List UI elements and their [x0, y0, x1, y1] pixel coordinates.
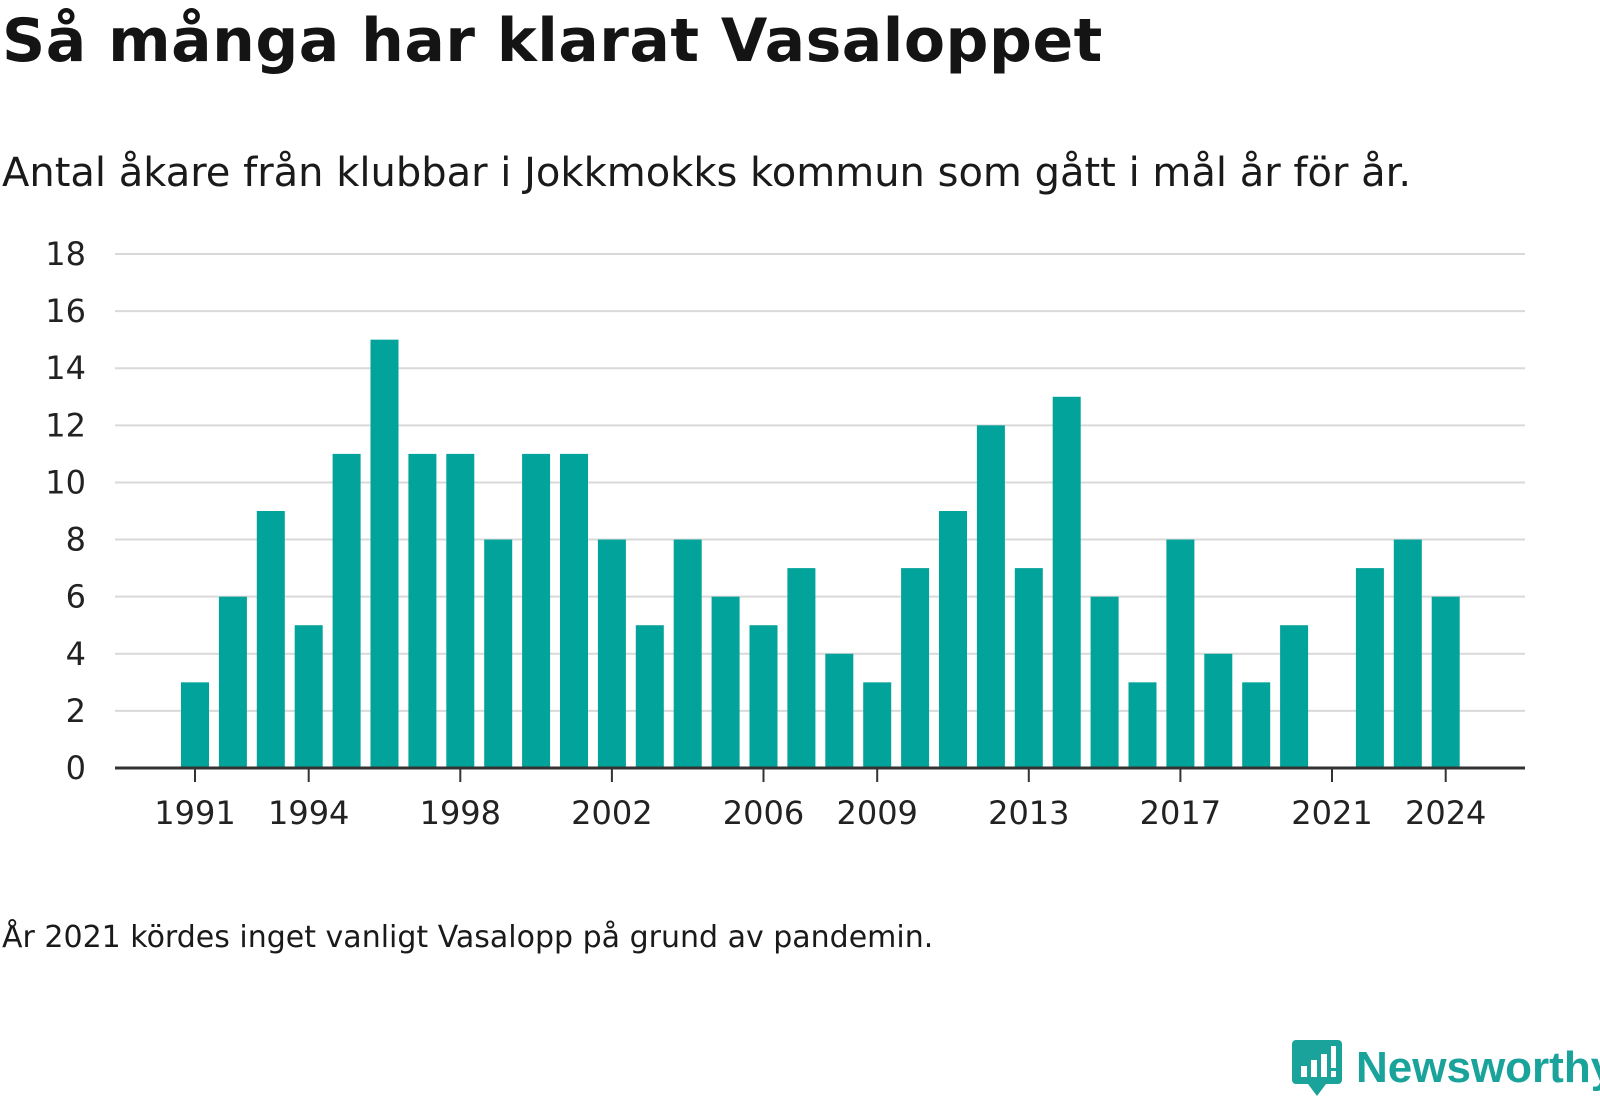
bar-2015 [1090, 596, 1119, 768]
x-tick-label: 1994 [268, 794, 349, 832]
footnote: År 2021 kördes inget vanligt Vasalopp på… [2, 920, 934, 955]
bar-1998 [446, 453, 475, 768]
bar-2012 [976, 425, 1005, 768]
bar-2018 [1204, 653, 1233, 768]
bar-1994 [294, 625, 323, 768]
bar-2010 [901, 568, 930, 768]
bar-2022 [1355, 568, 1384, 768]
chart-subtitle: Antal åkare från klubbar i Jokkmokks kom… [2, 150, 1412, 196]
x-axis-ticks: 1991 1994 1998 2002 2006 2009 2013 2017 2021 2024 [154, 768, 1486, 832]
bar-1999 [484, 539, 513, 768]
bar-2019 [1242, 682, 1271, 768]
y-tick-label: 4 [66, 635, 86, 673]
x-tick-label: 2002 [571, 794, 652, 832]
bar-2024 [1431, 596, 1460, 768]
x-tick-label: 1991 [154, 794, 235, 832]
bar-2016 [1128, 682, 1157, 768]
bar-2009 [863, 682, 892, 768]
bar-2008 [825, 653, 854, 768]
bar-1993 [256, 511, 285, 768]
bar-2007 [787, 568, 816, 768]
x-tick-label: 2006 [723, 794, 804, 832]
x-tick-label: 1998 [420, 794, 501, 832]
bar-2003 [635, 625, 664, 768]
bar-2017 [1166, 539, 1195, 768]
y-tick-label: 14 [45, 349, 86, 387]
y-tick-label: 0 [66, 749, 86, 787]
y-tick-label: 10 [45, 463, 86, 501]
bar-2005 [711, 596, 740, 768]
x-tick-label: 2009 [836, 794, 917, 832]
bar-2020 [1280, 625, 1309, 768]
bar-chart-speech-bubble-icon [1292, 1040, 1342, 1096]
bar-1997 [408, 453, 437, 768]
bar-1991 [181, 682, 209, 768]
bar-2000 [522, 453, 551, 768]
bar-2002 [597, 539, 626, 768]
x-tick-label: 2021 [1291, 794, 1372, 832]
bar-2023 [1393, 539, 1422, 768]
y-tick-label: 6 [66, 578, 86, 616]
bars [181, 339, 1460, 768]
chart-title: Så många har klarat Vasaloppet [2, 6, 1103, 76]
grid-lines [115, 253, 1525, 712]
y-tick-label: 8 [66, 521, 86, 559]
bar-2006 [749, 625, 778, 768]
brand-name: Newsworthy [1356, 1043, 1600, 1092]
bar-2004 [673, 539, 702, 768]
y-axis-ticks: 0 2 4 6 8 10 12 14 16 18 [45, 235, 86, 787]
bar-2011 [939, 511, 967, 768]
brand-logo: Newsworthy [1292, 1040, 1600, 1096]
bar-1992 [218, 596, 247, 768]
y-tick-label: 12 [45, 406, 86, 444]
x-tick-label: 2013 [988, 794, 1069, 832]
y-tick-label: 16 [45, 292, 86, 330]
bar-2013 [1014, 568, 1043, 768]
bar-1995 [332, 453, 361, 768]
y-tick-label: 18 [45, 235, 86, 273]
bar-2014 [1052, 396, 1081, 768]
x-tick-label: 2024 [1405, 794, 1486, 832]
bar-chart: 0 2 4 6 8 10 12 14 16 18 1991 1994 1998 2002 2006 2009… [45, 235, 1525, 832]
bar-2001 [560, 453, 588, 768]
y-tick-label: 2 [66, 692, 86, 730]
x-tick-label: 2017 [1140, 794, 1221, 832]
bar-1996 [370, 339, 399, 768]
